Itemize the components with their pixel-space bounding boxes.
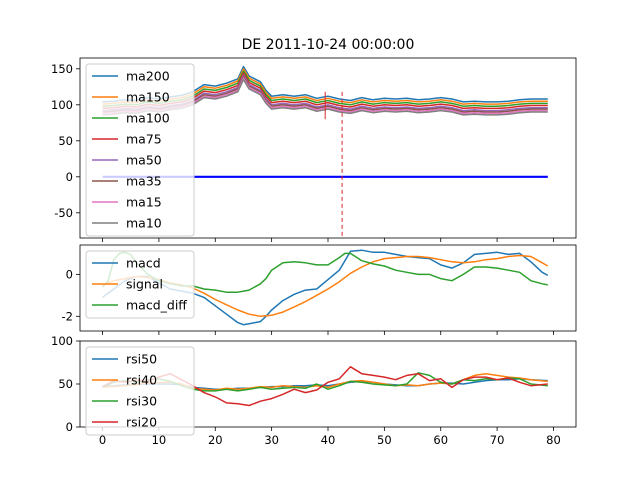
legend-label-ma150: ma150	[126, 90, 170, 105]
x-tick-label: 20	[208, 433, 223, 447]
legend: macd signal macd_diff	[85, 250, 195, 319]
series-line-rsi40	[102, 372, 548, 391]
legend-label-ma100: ma100	[126, 111, 170, 126]
legend-label-ma50: ma50	[126, 153, 162, 168]
legend: rsi50 rsi40 rsi30 rsi20	[85, 346, 195, 436]
y-tick-label: 100	[51, 98, 73, 112]
y-tick-label: 150	[51, 62, 73, 76]
figure-title: DE 2011-10-24 00:00:00	[242, 37, 415, 53]
legend-label-rsi40: rsi40	[126, 373, 157, 388]
x-tick-label: 70	[490, 433, 505, 447]
legend-label-macd_diff: macd_diff	[126, 298, 187, 313]
legend-label-signal: signal	[126, 277, 163, 292]
legend-label-ma75: ma75	[126, 132, 162, 147]
legend-label-ma10: ma10	[126, 216, 162, 231]
y-tick-label: 0	[66, 267, 73, 281]
x-tick-label: 0	[99, 433, 106, 447]
x-tick-label: 80	[546, 433, 561, 447]
legend-label-rsi50: rsi50	[126, 352, 157, 367]
y-tick-label: 100	[51, 334, 73, 348]
y-tick-label: 50	[58, 134, 73, 148]
legend-label-rsi20: rsi20	[126, 415, 157, 430]
legend-label-ma35: ma35	[126, 174, 162, 189]
x-tick-label: 60	[433, 433, 448, 447]
legend: ma200 ma150 ma100 ma75 ma50 ma35 ma15 ma10	[85, 63, 195, 237]
y-tick-label: 50	[58, 377, 73, 391]
x-tick-label: 50	[377, 433, 392, 447]
legend-box	[85, 63, 195, 237]
panel-macd: -2 0 macd signal macd_diff	[62, 244, 577, 335]
legend-label-rsi30: rsi30	[126, 394, 157, 409]
y-tick-label: -2	[62, 309, 73, 323]
x-tick-label: 40	[321, 433, 336, 447]
legend-box	[85, 346, 195, 436]
y-tick-label: 0	[66, 170, 73, 184]
legend-box	[85, 250, 195, 319]
legend-label-ma15: ma15	[126, 195, 162, 210]
x-tick-label: 10	[152, 433, 167, 447]
legend-label-ma200: ma200	[126, 69, 170, 84]
legend-label-macd: macd	[126, 256, 161, 271]
y-tick-label: -50	[54, 206, 73, 220]
y-tick-label: 0	[66, 420, 73, 434]
x-tick-label: 30	[264, 433, 279, 447]
